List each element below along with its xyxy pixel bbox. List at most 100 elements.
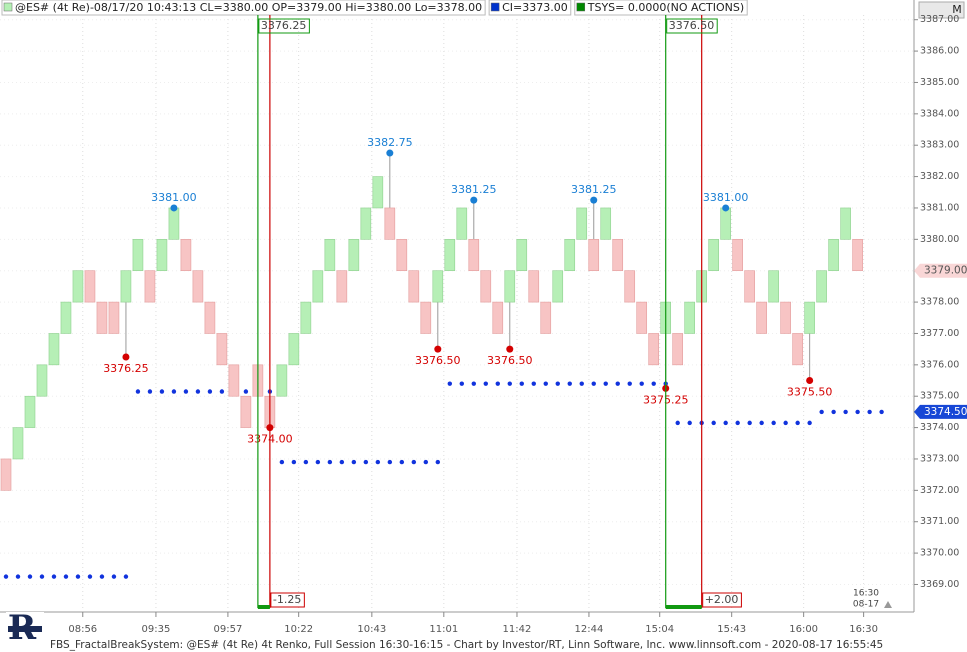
level-dot	[195, 389, 201, 394]
level-dot	[519, 381, 524, 386]
y-tick-label: 3382.00	[920, 171, 959, 182]
renko-brick	[528, 270, 540, 303]
menu-button-label[interactable]: M	[952, 3, 962, 16]
renko-brick	[516, 239, 528, 272]
level-dot	[411, 459, 417, 465]
legend-swatch	[490, 2, 500, 12]
y-tick-label: 3369.00	[920, 579, 959, 590]
corner-time: 16:30	[853, 589, 879, 599]
renko-brick	[72, 270, 84, 303]
level-dot	[63, 574, 69, 579]
legend-text: @ES# (4t Re)-08/17/20 10:43:13 CL=3380.0…	[15, 1, 482, 14]
level-dot	[723, 420, 728, 426]
renko-brick	[480, 270, 492, 303]
level-dot	[747, 420, 752, 426]
renko-brick	[744, 270, 755, 303]
level-dot	[771, 420, 776, 426]
level-dot	[99, 574, 105, 579]
renko-brick	[36, 364, 48, 397]
level-dot	[843, 409, 848, 415]
renko-brick	[636, 301, 648, 334]
level-dot	[615, 381, 620, 386]
last-price-box	[914, 263, 967, 278]
renko-brick	[96, 301, 108, 334]
level-dot	[795, 420, 800, 426]
renko-brick	[108, 301, 120, 334]
entry-label-box	[258, 18, 310, 34]
level-dot	[507, 381, 512, 386]
x-tick-label: 10:43	[357, 624, 386, 635]
renko-brick	[288, 333, 300, 366]
level-dot	[471, 381, 476, 386]
level-dot	[75, 574, 81, 579]
legend-text: TSYS= 0.0000(NO ACTIONS)	[587, 1, 744, 14]
renko-brick	[360, 207, 372, 240]
renko-brick	[468, 239, 480, 272]
annotation-dot	[122, 353, 130, 361]
y-tick-label: 3384.00	[920, 108, 959, 119]
annotation-dot	[806, 377, 814, 385]
y-tick-label: 3381.00	[920, 202, 959, 213]
renko-brick	[852, 239, 863, 272]
annotation-dot	[434, 345, 442, 353]
legend-box	[574, 0, 748, 16]
level-dot	[531, 381, 536, 386]
renko-brick	[144, 270, 156, 303]
annotation-dot	[386, 149, 394, 157]
renko-brick	[576, 207, 588, 240]
renko-brick	[792, 333, 803, 366]
renko-brick	[180, 239, 192, 272]
level-dot	[831, 409, 836, 415]
x-tick-label: 16:30	[849, 624, 878, 635]
annotation-label: 3382.75	[367, 136, 413, 149]
y-tick-label: 3383.00	[920, 140, 959, 151]
entry-label: 3376.25	[261, 19, 307, 32]
level-dot	[855, 409, 860, 415]
level-dot	[219, 389, 225, 394]
y-tick-label: 3371.00	[920, 516, 959, 527]
level-dot	[579, 381, 584, 386]
legend-box	[488, 0, 572, 16]
annotation-label: 3381.00	[703, 191, 749, 204]
renko-brick	[588, 239, 600, 272]
level-dot	[807, 420, 812, 426]
level-dot	[639, 381, 644, 386]
level-dot	[867, 409, 872, 415]
renko-brick	[348, 239, 360, 272]
level-dot	[399, 459, 405, 465]
level-dot	[375, 459, 381, 465]
renko-brick	[768, 270, 779, 303]
y-tick-label: 3375.00	[920, 391, 959, 402]
level-dot	[423, 459, 429, 465]
level-dot	[207, 389, 213, 394]
x-tick-label: 11:42	[503, 624, 532, 635]
last-price-label: 3379.00	[924, 265, 967, 277]
level-dot	[123, 574, 129, 579]
renko-brick	[828, 239, 839, 272]
corner-date: 08-17	[853, 600, 879, 610]
level-dot	[819, 409, 824, 415]
level-dot	[555, 381, 560, 386]
level-dot	[351, 459, 357, 465]
level-dot	[303, 459, 309, 465]
renko-brick	[168, 207, 180, 240]
annotation-dot	[590, 196, 598, 204]
result-label: +2.00	[705, 593, 739, 606]
renko-brick	[336, 270, 348, 303]
x-tick-label: 11:01	[429, 624, 458, 635]
y-tick-label: 3376.00	[920, 359, 959, 370]
annotation-dot	[722, 204, 730, 212]
renko-brick	[708, 239, 719, 272]
level-dot	[759, 420, 764, 426]
legend-text: CI=3373.00	[502, 1, 568, 14]
annotation-dot	[470, 196, 478, 204]
renko-brick	[120, 270, 132, 303]
menu-button[interactable]	[918, 1, 965, 19]
level-dot	[651, 381, 656, 386]
renko-brick	[840, 207, 851, 240]
renko-brick	[132, 239, 144, 272]
level-dot	[27, 574, 33, 579]
level-dot	[783, 420, 788, 426]
